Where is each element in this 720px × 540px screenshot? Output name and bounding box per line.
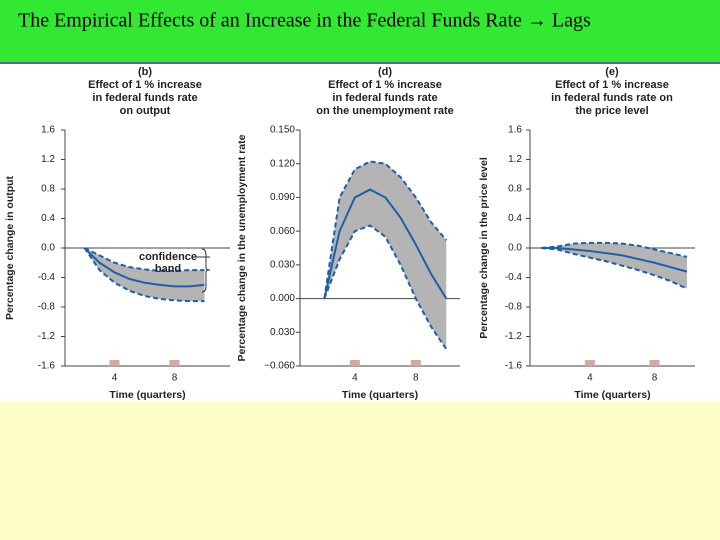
y-tick-label: 0.4 — [41, 213, 55, 224]
slide-title: The Empirical Effects of an Increase in … — [18, 10, 591, 32]
y-tick-label: 0.150 — [270, 125, 295, 136]
panel-title: on output — [120, 105, 171, 117]
band-edge — [541, 247, 688, 290]
x-tick-marker — [169, 360, 180, 366]
x-tick-label: 8 — [413, 373, 419, 384]
x-tick-marker — [584, 360, 595, 366]
confidence-band — [84, 248, 205, 302]
x-tick-label: 8 — [652, 373, 658, 384]
y-tick-label: -1.6 — [38, 361, 56, 372]
y-tick-label: 0.030 — [270, 327, 295, 338]
confidence-band — [541, 242, 687, 289]
panel-label: (e) — [605, 66, 619, 78]
y-tick-label: 0.090 — [270, 192, 295, 203]
y-tick-label: 0.4 — [508, 213, 522, 224]
response-line — [83, 247, 205, 288]
panel-title: Effect of 1 % increase — [328, 79, 442, 91]
y-tick-label: 0.120 — [270, 158, 295, 169]
y-axis-label: Percentage change in output — [4, 175, 16, 320]
x-axis-label: Time (quarters) — [342, 389, 418, 401]
x-tick-marker — [649, 360, 660, 366]
panel-title: the price level — [575, 105, 648, 117]
band-edge — [323, 160, 448, 299]
y-tick-label: -1.2 — [38, 331, 56, 342]
y-axis-label: Percentage change in the price level — [478, 157, 490, 339]
y-tick-label: 0.060 — [270, 226, 295, 237]
y-tick-label: -0.8 — [505, 302, 523, 313]
x-tick-label: 8 — [172, 373, 178, 384]
panel-title: in federal funds rate on — [551, 92, 673, 104]
y-tick-label: 0.030 — [270, 259, 295, 270]
x-tick-marker — [410, 360, 421, 366]
y-tick-label: 0.0 — [41, 243, 55, 254]
y-tick-label: -0.8 — [38, 302, 56, 313]
band-edge — [83, 247, 205, 303]
x-tick-label: 4 — [352, 373, 358, 384]
y-tick-label: 0.0 — [508, 243, 522, 254]
annotation-leader — [196, 248, 211, 293]
band-edge — [323, 224, 448, 350]
x-tick-marker — [109, 360, 120, 366]
panel-title: in federal funds rate — [332, 92, 437, 104]
y-tick-label: 1.6 — [41, 125, 55, 136]
panel-label: (b) — [138, 66, 152, 78]
y-tick-label: 0.8 — [508, 184, 522, 195]
y-tick-label: 0.8 — [41, 184, 55, 195]
band-edge — [84, 247, 205, 272]
confidence-band — [324, 161, 447, 350]
y-tick-label: -1.6 — [505, 361, 523, 372]
y-tick-label: 1.6 — [508, 125, 522, 136]
panel-title: Effect of 1 % increase — [88, 79, 202, 91]
footer-area — [0, 402, 720, 540]
y-tick-label: −0.060 — [264, 361, 295, 372]
panel-title: in federal funds rate — [92, 92, 197, 104]
x-tick-marker — [349, 360, 360, 366]
y-tick-label: -0.4 — [38, 272, 56, 283]
annotation: confidence — [139, 251, 197, 263]
x-axis-label: Time (quarters) — [574, 389, 650, 401]
header-bar — [0, 0, 720, 62]
y-axis-label: Percentage change in the unemployment ra… — [236, 134, 248, 361]
y-tick-label: -0.4 — [505, 272, 523, 283]
x-axis-label: Time (quarters) — [109, 389, 185, 401]
y-tick-label: -1.2 — [505, 331, 523, 342]
annotation: band — [155, 263, 181, 275]
x-tick-label: 4 — [112, 373, 118, 384]
panel-title: Effect of 1 % increase — [555, 79, 669, 91]
response-line — [541, 247, 688, 273]
y-tick-label: 1.2 — [508, 154, 522, 165]
band-edge — [541, 241, 688, 258]
response-line — [323, 188, 448, 300]
x-tick-label: 4 — [587, 373, 593, 384]
panel-label: (d) — [378, 66, 392, 78]
y-tick-label: 0.000 — [270, 293, 295, 304]
panel-title: on the unemployment rate — [316, 105, 454, 117]
figure-area — [0, 64, 720, 402]
y-tick-label: 1.2 — [41, 154, 55, 165]
